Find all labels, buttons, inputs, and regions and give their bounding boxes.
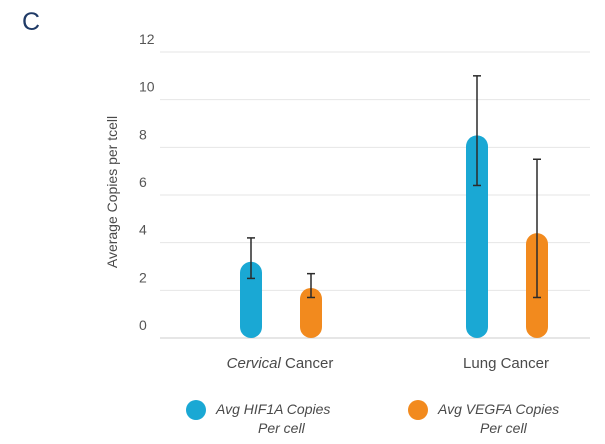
legend-label-line2: Per cell (258, 420, 306, 436)
legend-label: Avg HIF1A Copies (215, 401, 330, 417)
y-tick-label: 12 (139, 31, 155, 47)
category-label: Cervical Cancer (227, 355, 334, 372)
y-tick-labels: 0 2 4 6 8 10 12 (139, 31, 155, 333)
bar (240, 261, 262, 338)
panel-label: C (22, 8, 41, 36)
y-tick-label: 6 (139, 174, 147, 190)
legend-label: Avg VEGFA Copies (437, 401, 559, 417)
legend-swatch (186, 400, 206, 420)
legend: Avg HIF1A Copies Per cell Avg VEGFA Copies… (186, 400, 559, 436)
y-axis-label: Average Copies per tcell (104, 116, 120, 268)
bar (466, 135, 488, 338)
bar (300, 287, 322, 338)
y-tick-label: 10 (139, 79, 155, 95)
category-labels: Cervical Cancer Lung Cancer (227, 355, 549, 372)
legend-swatch (408, 400, 428, 420)
category-label: Lung Cancer (463, 355, 549, 372)
y-tick-label: 0 (139, 317, 147, 333)
y-tick-label: 8 (139, 126, 147, 142)
legend-label-line2: Per cell (480, 420, 528, 436)
gridlines (160, 51, 590, 339)
y-tick-label: 2 (139, 269, 147, 285)
error-bars (247, 75, 541, 299)
y-tick-label: 4 (139, 222, 147, 238)
bars (240, 135, 548, 338)
